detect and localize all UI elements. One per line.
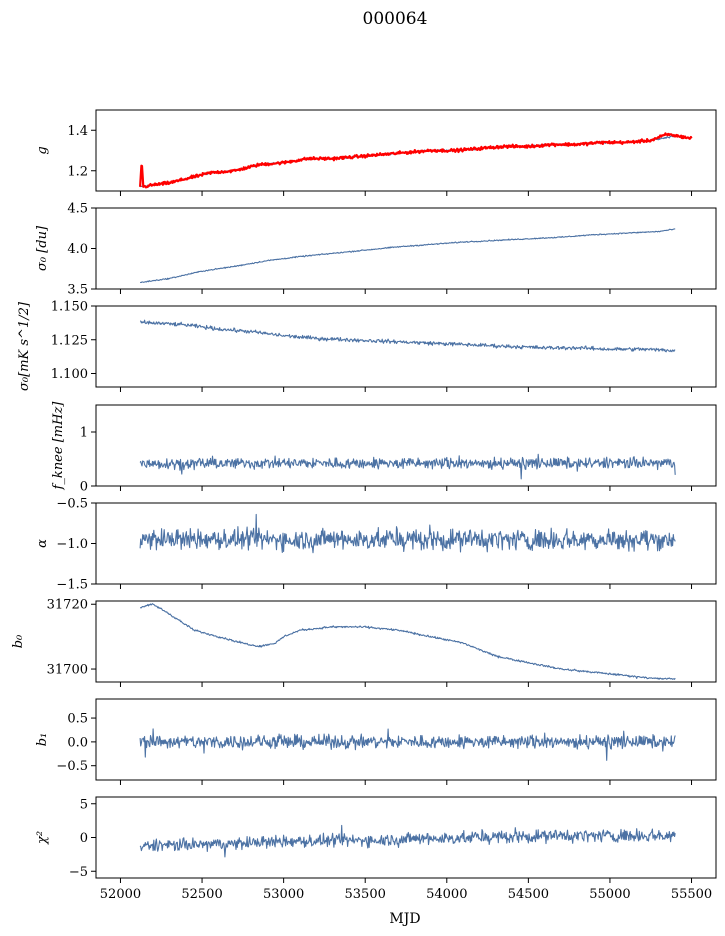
y-tick-label: 5 [80, 797, 88, 812]
axes-frame [95, 698, 717, 781]
panel-2: 3.5 4.0 4.5 σ₀ [du] [35, 202, 717, 298]
y-tick-label: −0.5 [56, 759, 88, 774]
axes-frame [95, 207, 717, 290]
y-tick-label: 1.125 [51, 333, 88, 348]
x-tick-label: 54500 [508, 887, 549, 902]
x-tick-label: 53500 [345, 887, 386, 902]
y-tick-label: 0.0 [67, 735, 88, 750]
x-axis-label: MJD [389, 911, 420, 927]
series-line-data [139, 603, 676, 680]
panel-5: −1.5 −1.0 −0.5 α [35, 497, 717, 593]
y-axis-label: σ₀[mK s^1/2] [17, 301, 32, 391]
y-axis-label: α [35, 539, 50, 548]
y-tick-label: 1.4 [67, 124, 88, 139]
y-tick-label: −5 [69, 865, 88, 880]
panel-4: 0 1 f_knee [mHz] [51, 401, 717, 495]
y-tick-label: 31700 [47, 663, 88, 678]
y-tick-label: 3.5 [67, 283, 88, 298]
axes-frame [95, 404, 717, 487]
y-tick-label: 31720 [47, 598, 88, 613]
x-tick-label: 55500 [671, 887, 712, 902]
series-line-data [139, 453, 676, 480]
y-tick-label: −1.0 [56, 537, 88, 552]
series-line-data [139, 824, 676, 858]
x-tick-label: 54000 [426, 887, 467, 902]
series-line-data [139, 319, 676, 353]
y-tick-label: 1 [80, 426, 88, 441]
y-axis-label: b₀ [11, 634, 26, 648]
y-tick-label: 0 [80, 831, 88, 846]
series-line-model [139, 132, 693, 189]
y-tick-label: 0.5 [67, 712, 88, 727]
panel-7: −0.5 0.0 0.5 b₁ [35, 698, 717, 785]
x-tick-label: 52000 [100, 887, 141, 902]
y-axis-label: f_knee [mHz] [51, 401, 66, 491]
x-tick-label: 55000 [589, 887, 630, 902]
y-axis-label: σ₀ [du] [35, 225, 50, 271]
panel-6: 31700 31720 b₀ [11, 598, 717, 687]
y-tick-label: 1.150 [51, 300, 88, 315]
y-tick-label: −0.5 [56, 497, 88, 512]
figure-title: 000064 [363, 9, 428, 29]
panels: 1.2 1.4 g 3.5 4.0 4.5 σ₀ [du] 1.100 1.125 1.150 σ₀… [11, 109, 717, 902]
series-line-data [139, 513, 676, 554]
y-axis-label: χ² [35, 831, 50, 845]
y-tick-label: 1.100 [51, 367, 88, 382]
y-tick-label: 4.0 [67, 242, 88, 257]
panel-8: −5 0 5 52000 52500 53000 53500 54000 54500 55000 5… [35, 796, 717, 902]
series-line-data [139, 728, 676, 761]
panel-3: 1.100 1.125 1.150 σ₀[mK s^1/2] [17, 300, 717, 392]
y-tick-label: 0 [80, 480, 88, 495]
y-tick-label: 4.5 [67, 202, 88, 217]
axes-frame [95, 305, 717, 388]
x-tick-label: 53000 [263, 887, 304, 902]
panel-1: 1.2 1.4 g [35, 109, 717, 196]
x-tick-label: 52500 [181, 887, 222, 902]
y-tick-label: 1.2 [67, 164, 88, 179]
series-line-data [139, 228, 676, 284]
axes-frame [95, 600, 717, 683]
y-tick-label: −1.5 [56, 578, 88, 593]
y-axis-label: b₁ [35, 733, 50, 747]
axes-frame [95, 109, 717, 192]
y-axis-label: g [35, 146, 50, 154]
